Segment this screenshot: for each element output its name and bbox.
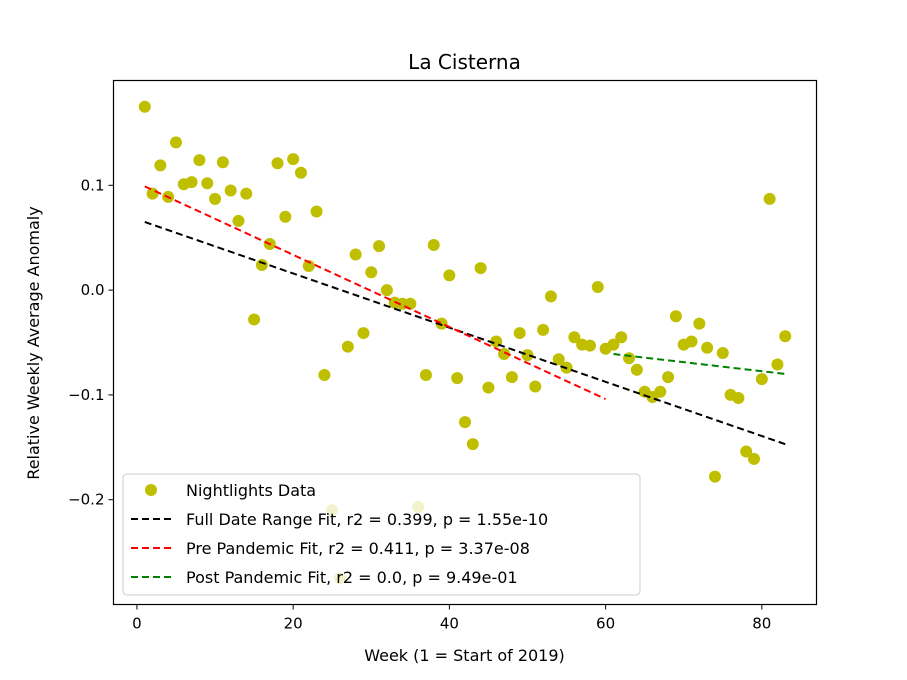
data-point (224, 184, 237, 197)
data-point (380, 284, 393, 297)
data-point (169, 136, 182, 149)
data-point (740, 445, 753, 458)
data-point (232, 214, 245, 227)
data-point (209, 192, 222, 205)
data-point (771, 358, 784, 371)
data-point (607, 338, 620, 351)
data-point (630, 363, 643, 376)
data-point (255, 258, 268, 271)
data-point (365, 266, 378, 279)
data-point (216, 156, 229, 169)
data-point (466, 438, 479, 451)
data-point (185, 176, 198, 189)
data-point (240, 187, 253, 200)
y-tick-label: 0.1 (81, 176, 105, 194)
data-point (427, 239, 440, 252)
data-point (373, 240, 386, 253)
data-point (201, 177, 214, 190)
data-point (662, 371, 675, 384)
data-point (716, 346, 729, 359)
data-point (146, 187, 159, 200)
data-point (279, 210, 292, 223)
plot-area (138, 100, 792, 585)
fit-line (144, 221, 786, 446)
data-point (294, 166, 307, 179)
data-point (521, 349, 534, 362)
data-point (443, 269, 456, 282)
data-point (779, 330, 792, 343)
data-point (623, 352, 636, 365)
data-point (544, 290, 557, 303)
legend-marker (145, 484, 157, 496)
x-tick-label: 40 (440, 615, 459, 633)
data-point (193, 154, 206, 167)
legend-label: Full Date Range Fit, r2 = 0.399, p = 1.5… (186, 510, 548, 529)
plot-frame (112, 79, 818, 606)
data-point (583, 339, 596, 352)
data-point (419, 368, 432, 381)
data-point (318, 368, 331, 381)
legend: Nightlights Data Full Date Range Fit, r2 … (122, 473, 641, 596)
chart-title: La Cisterna (408, 50, 521, 74)
data-point (310, 205, 323, 218)
data-point (755, 373, 768, 386)
data-point (505, 371, 518, 384)
legend-label: Post Pandemic Fit, r2 = 0.0, p = 9.49e-0… (186, 568, 518, 587)
data-point (287, 153, 300, 166)
data-point (669, 310, 682, 323)
data-point (341, 340, 354, 353)
x-tick-label: 20 (284, 615, 303, 633)
data-point (357, 327, 370, 340)
x-tick-label: 80 (752, 615, 771, 633)
data-point (537, 323, 550, 336)
data-point (349, 248, 362, 261)
data-point (474, 262, 487, 275)
y-tick-label: −0.2 (68, 491, 104, 509)
data-point (513, 327, 526, 340)
data-point (615, 331, 628, 344)
data-point (654, 385, 667, 398)
data-point (708, 470, 721, 483)
data-point (451, 372, 464, 385)
data-point (552, 353, 565, 366)
legend-box (122, 473, 641, 596)
legend-label: Pre Pandemic Fit, r2 = 0.411, p = 3.37e-… (186, 539, 530, 558)
data-point (435, 317, 448, 330)
x-axis-title: Week (1 = Start of 2019) (364, 646, 565, 665)
y-axis-title: Relative Weekly Average Anomaly (24, 206, 43, 479)
data-point (591, 280, 604, 293)
data-point (248, 313, 261, 326)
data-point (138, 100, 151, 113)
fit-line (613, 353, 786, 375)
data-point (732, 392, 745, 405)
data-point (459, 416, 471, 429)
data-point (529, 380, 542, 393)
data-point (154, 159, 167, 172)
data-point (271, 157, 284, 170)
data-point (748, 452, 761, 465)
x-tick-label: 0 (132, 615, 142, 633)
data-point (568, 331, 581, 344)
data-point (763, 192, 776, 205)
x-tick-label: 60 (596, 615, 615, 633)
y-tick-label: 0.0 (81, 281, 105, 299)
y-tick-label: −0.1 (68, 386, 104, 404)
legend-label: Nightlights Data (186, 481, 316, 500)
data-point (693, 317, 706, 330)
data-point (482, 381, 495, 394)
data-point (498, 348, 511, 361)
data-point (701, 341, 714, 354)
data-point (302, 259, 315, 272)
data-point (685, 335, 698, 348)
fit-line (144, 185, 607, 400)
